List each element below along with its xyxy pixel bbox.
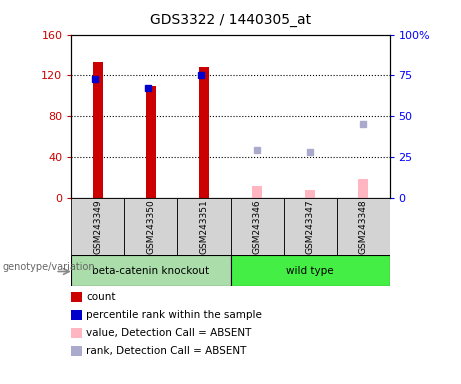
- Text: GSM243350: GSM243350: [147, 199, 155, 254]
- Text: GSM243347: GSM243347: [306, 199, 314, 254]
- Text: GSM243351: GSM243351: [200, 199, 208, 254]
- Text: GSM243346: GSM243346: [253, 199, 261, 254]
- Bar: [337, 198, 390, 255]
- Bar: [252, 185, 262, 198]
- Bar: [284, 198, 337, 255]
- Bar: [71, 198, 124, 255]
- Text: wild type: wild type: [286, 266, 334, 276]
- Text: GSM243349: GSM243349: [94, 199, 102, 254]
- Bar: [177, 198, 230, 255]
- Text: GDS3322 / 1440305_at: GDS3322 / 1440305_at: [150, 13, 311, 27]
- Text: beta-catenin knockout: beta-catenin knockout: [92, 266, 210, 276]
- Bar: [124, 198, 177, 255]
- Bar: [230, 198, 284, 255]
- Bar: [230, 255, 390, 286]
- Bar: [358, 179, 368, 198]
- Bar: [199, 67, 209, 198]
- Bar: [146, 86, 156, 198]
- Text: rank, Detection Call = ABSENT: rank, Detection Call = ABSENT: [86, 346, 247, 356]
- Text: GSM243348: GSM243348: [359, 199, 367, 254]
- Text: count: count: [86, 292, 116, 302]
- Bar: [93, 62, 103, 198]
- Bar: [71, 255, 230, 286]
- Text: percentile rank within the sample: percentile rank within the sample: [86, 310, 262, 320]
- Text: value, Detection Call = ABSENT: value, Detection Call = ABSENT: [86, 328, 252, 338]
- Text: genotype/variation: genotype/variation: [2, 262, 95, 272]
- Bar: [305, 190, 315, 198]
